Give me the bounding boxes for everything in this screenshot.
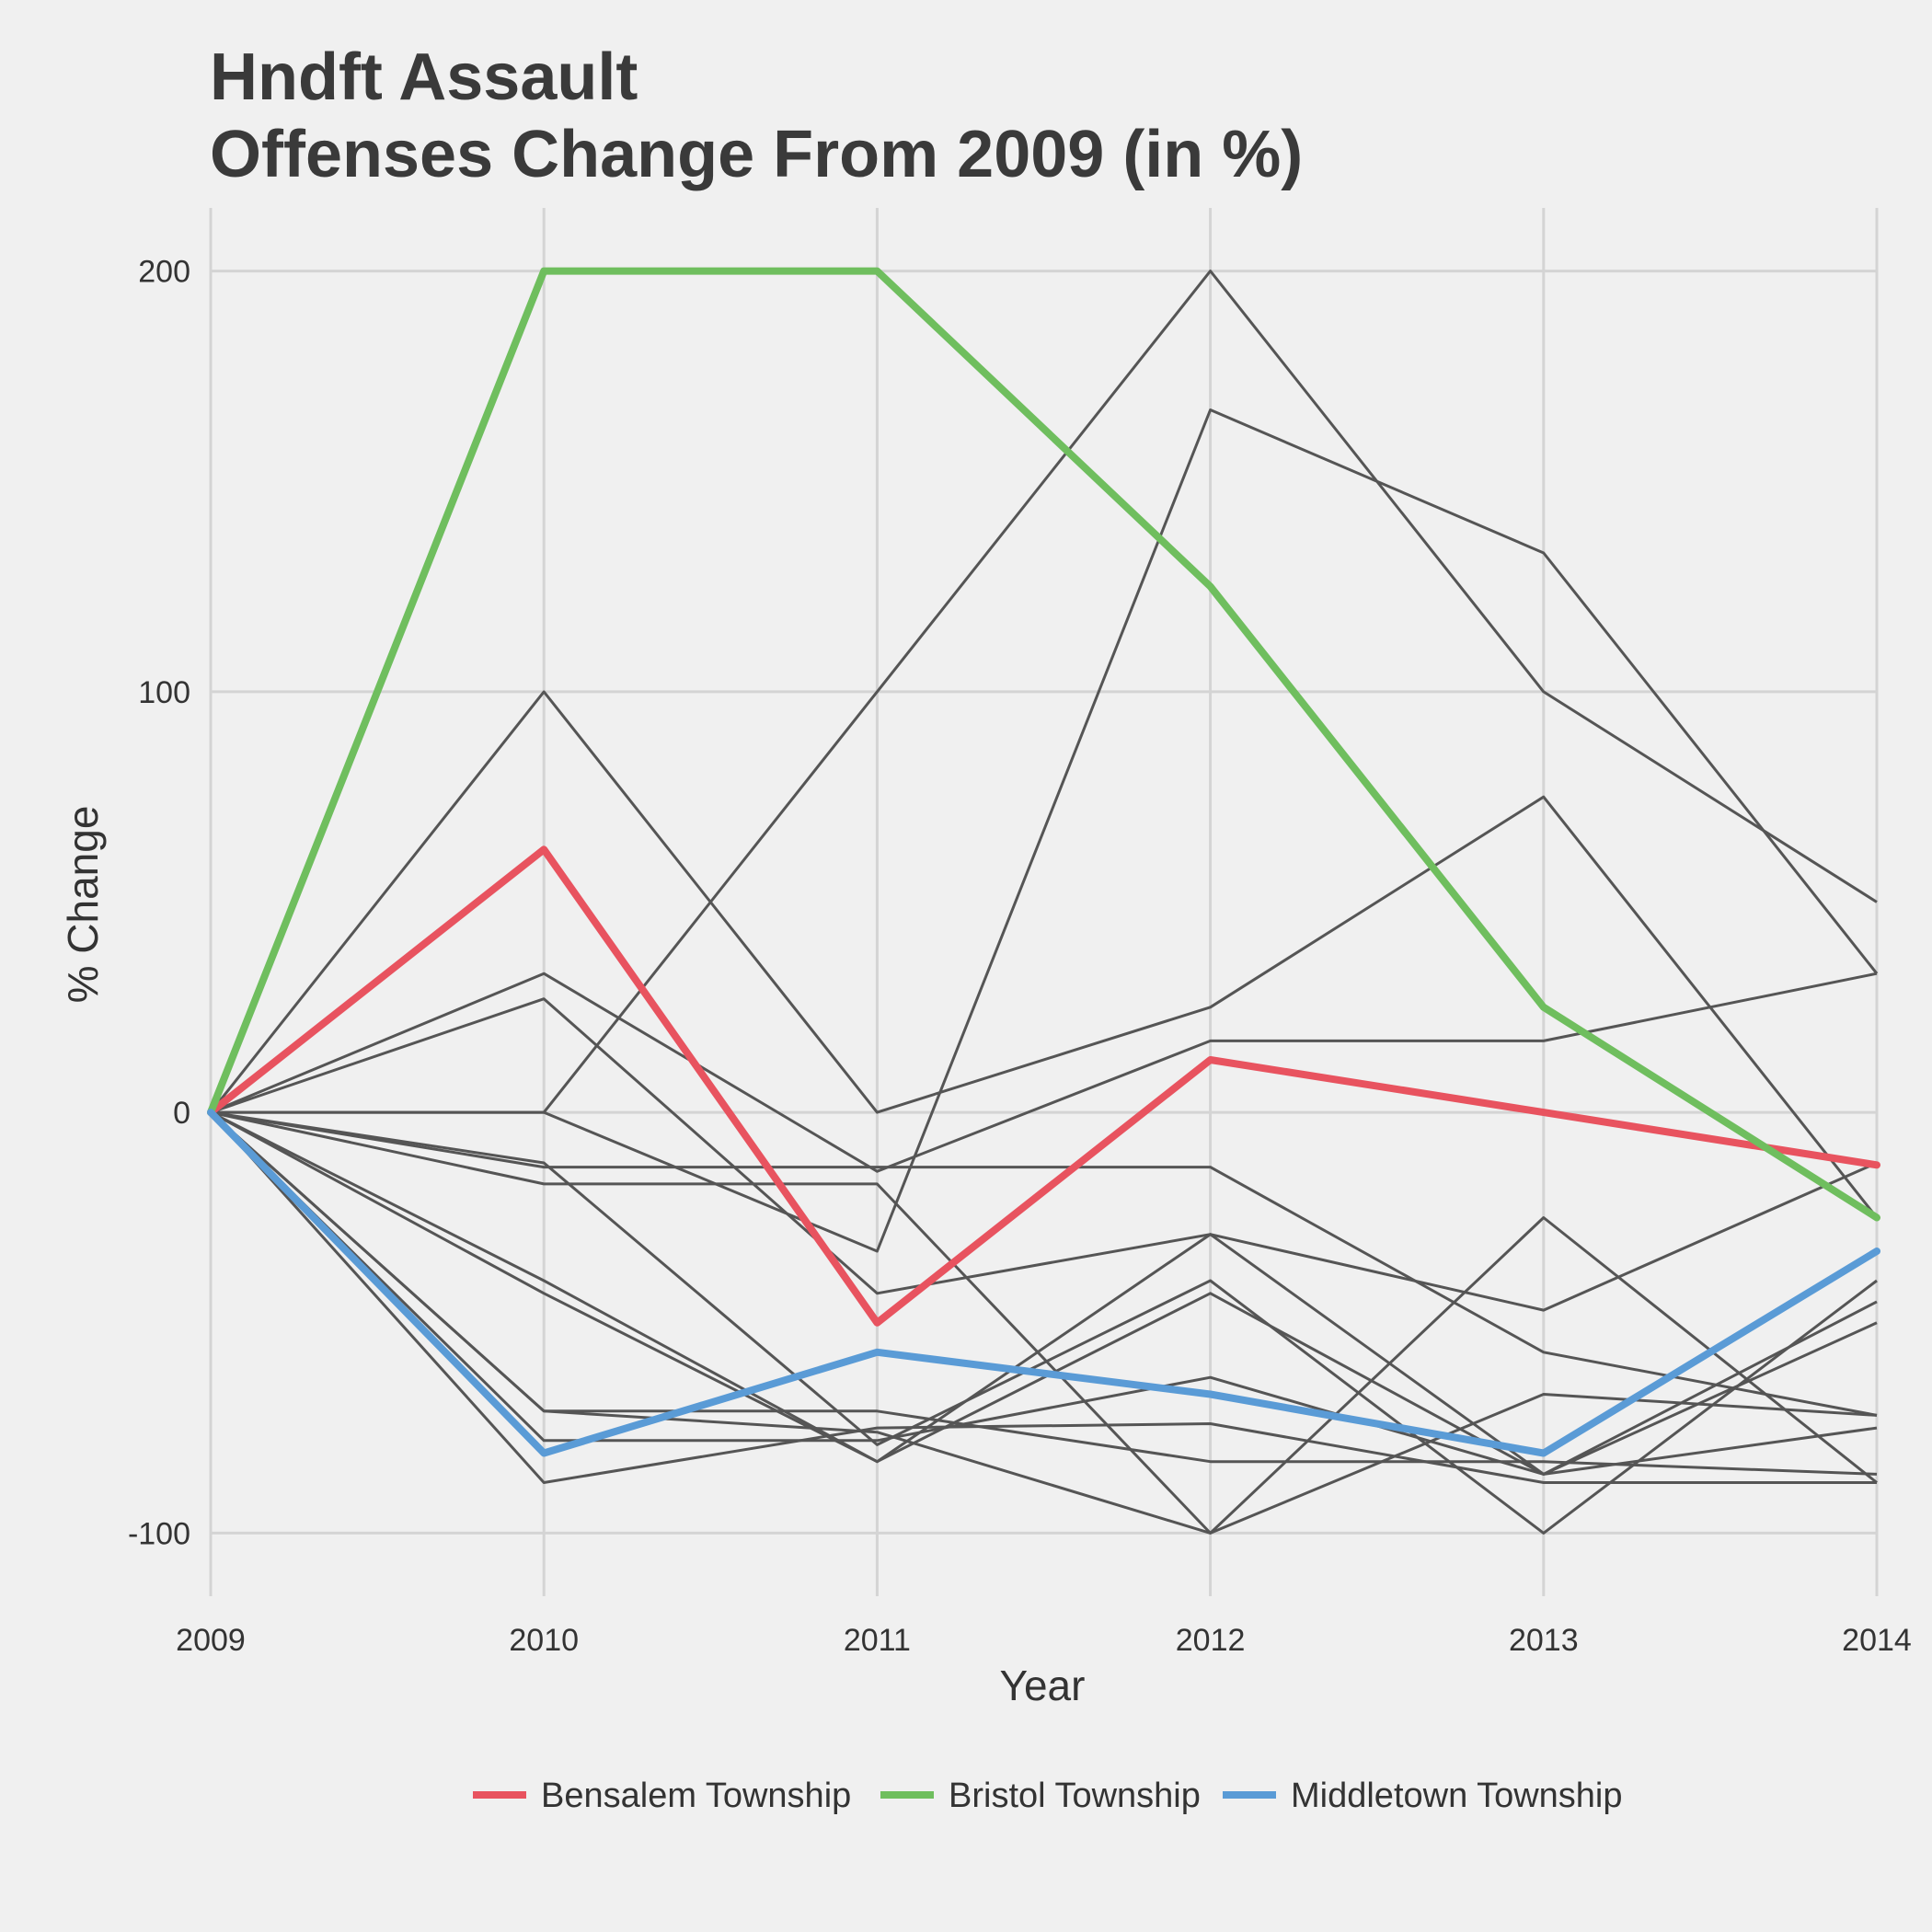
background-series-line [209,1111,1878,1476]
background-series-line [211,408,1879,1253]
chart-title-line1: Hndft Assault [210,40,638,114]
legend: Bensalem Township Bristol Township Middlet… [473,1777,1623,1815]
y-axis-tick-labels: -100 0 100 200 [128,255,190,1552]
y-tick-label: 0 [173,1096,190,1131]
background-series-line [209,1111,1877,1484]
series-line-middletown-township [207,1109,1880,1457]
x-axis-tick-labels: 2009 2010 2011 2012 2013 2014 [176,1623,1912,1658]
background-series-line [210,997,1878,1312]
y-axis-title: % Change [59,806,107,1004]
background-series-line [210,972,1878,1173]
grid-lines [209,208,1879,1596]
x-tick-label: 2010 [509,1623,579,1658]
x-tick-label: 2009 [176,1623,246,1658]
background-series-lines [209,270,1879,1535]
y-tick-label: 200 [138,255,190,290]
chart-title-line2: Offenses Change From 2009 (in %) [210,118,1304,191]
background-series-line [209,1110,1878,1476]
chart-title: Hndft Assault Offenses Change From 2009 … [210,39,1303,193]
legend-label-bensalem-township: Bensalem Township [541,1777,851,1815]
x-tick-label: 2011 [844,1623,911,1658]
x-tick-label: 2014 [1842,1623,1912,1658]
x-tick-label: 2013 [1509,1623,1579,1658]
background-series-line [210,1110,1878,1476]
series-line-bristol-township [207,267,1880,1222]
x-axis-title: Year [1000,1662,1086,1709]
series-line-bensalem-township [207,845,1880,1327]
background-series-line [210,1110,1878,1476]
x-tick-label: 2012 [1176,1623,1246,1658]
legend-label-bristol-township: Bristol Township [949,1777,1201,1815]
background-series-line [210,1110,1878,1535]
background-series-line [209,690,1879,1219]
y-tick-label: 100 [138,675,190,710]
background-series-line [210,1110,1878,1535]
legend-label-middletown-township: Middletown Township [1291,1777,1623,1815]
background-series-line [210,1110,1878,1417]
y-tick-label: -100 [128,1516,190,1551]
highlighted-series-lines [207,267,1880,1457]
